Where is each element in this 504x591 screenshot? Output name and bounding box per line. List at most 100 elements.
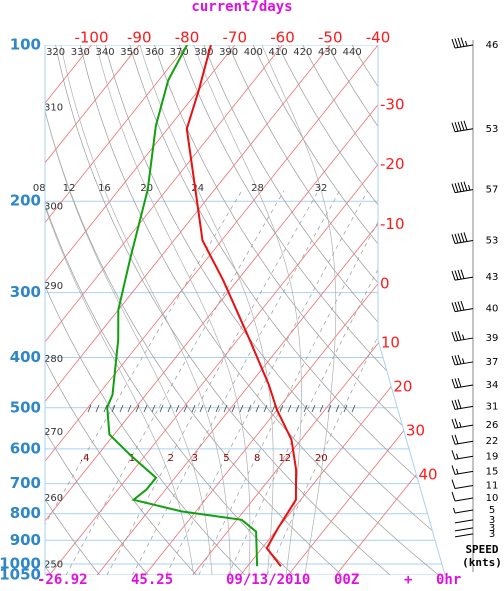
dry-adiabat-label: 290 xyxy=(44,281,63,292)
isotherm xyxy=(240,45,445,575)
wind-speed-label: 53 xyxy=(486,235,499,246)
barb-half xyxy=(462,334,465,340)
barb-half xyxy=(459,421,462,428)
moist-adiabat xyxy=(60,45,231,575)
barb-flag xyxy=(454,122,459,132)
wind-barb xyxy=(451,232,474,244)
wind-barb xyxy=(451,330,474,342)
wind-barb xyxy=(451,491,474,502)
hatch xyxy=(311,404,316,413)
wind-speed-label: 39 xyxy=(486,333,499,344)
isotherm-label: 40 xyxy=(418,466,437,484)
barb-flag xyxy=(451,183,456,193)
dry-adiabat-label: 430 xyxy=(318,47,337,58)
wind-barb xyxy=(451,120,474,133)
isotherm-label: -60 xyxy=(270,29,295,47)
isotherm-label: -90 xyxy=(127,29,152,47)
hatch xyxy=(335,404,340,413)
hatch xyxy=(183,404,188,413)
barb-flag xyxy=(454,301,459,312)
moist-adiabat-label: 20 xyxy=(140,183,153,194)
barb-flag xyxy=(460,121,465,131)
wind-speed-label: 34 xyxy=(486,380,499,391)
barb-flag xyxy=(454,183,459,193)
isotherm-label: -80 xyxy=(175,29,200,47)
hatch xyxy=(343,404,348,413)
footer-lat: -26.92 xyxy=(37,572,88,588)
isotherm xyxy=(45,45,236,575)
barb-flag xyxy=(451,479,456,489)
wind-barb xyxy=(453,507,474,514)
wind-barb xyxy=(451,399,474,410)
hatch xyxy=(127,404,132,413)
pressure-label: 600 xyxy=(10,439,41,457)
hatch xyxy=(103,404,108,413)
dry-adiabat-label: 440 xyxy=(343,47,362,58)
hatch xyxy=(111,404,116,413)
dry-adiabat-label: 330 xyxy=(71,47,90,58)
hatch xyxy=(223,404,228,413)
pressure-label: 1000 xyxy=(0,555,41,573)
hatch xyxy=(239,404,244,413)
barb-flag xyxy=(457,233,462,243)
dry-adiabat xyxy=(79,45,439,575)
moist-adiabat xyxy=(96,45,251,575)
barb-flag xyxy=(460,182,465,192)
dry-adiabat xyxy=(45,45,197,575)
pressure-label: 800 xyxy=(10,504,41,522)
hatch xyxy=(351,404,356,413)
mixing-ratio-label: 2 xyxy=(168,453,174,464)
pressure-label: 1050 xyxy=(0,566,41,584)
dry-adiabat xyxy=(178,45,445,575)
hatch xyxy=(295,404,300,413)
dry-adiabat xyxy=(45,45,294,575)
isotherm xyxy=(45,45,140,575)
isotherm-label: -30 xyxy=(380,96,405,114)
dry-adiabat xyxy=(104,45,445,575)
barb-half xyxy=(453,507,456,514)
footer-forecast: 0hr xyxy=(436,572,461,588)
dry-adiabat-label: 380 xyxy=(194,47,213,58)
wind-speed-label: 40 xyxy=(486,304,499,315)
isotherm xyxy=(335,45,445,575)
barb-flag xyxy=(451,491,456,502)
wind-barb xyxy=(454,533,474,538)
wind-barb xyxy=(451,434,474,445)
pressure-label: 500 xyxy=(10,398,41,416)
isotherm-label: -10 xyxy=(380,215,405,233)
wind-speed-label: 5 xyxy=(489,505,495,516)
barb-flag xyxy=(451,38,456,49)
moist-adiabat-label: 32 xyxy=(315,183,328,194)
wind-speed-label: 3 xyxy=(489,529,495,540)
barb-flag xyxy=(454,378,459,388)
dry-adiabat-label: 250 xyxy=(44,559,63,570)
barb-flag xyxy=(451,302,456,312)
barb-flag xyxy=(454,434,459,444)
barb-staff xyxy=(454,533,474,538)
mixing-ratio-line xyxy=(132,190,340,575)
mixing-ratio-label: 8 xyxy=(254,453,260,464)
moist-adiabat xyxy=(45,45,194,575)
pressure-label: 200 xyxy=(10,192,41,210)
hatch xyxy=(263,404,268,413)
mixing-ratio-label: 5 xyxy=(223,453,229,464)
wind-barb xyxy=(451,450,474,460)
hatch xyxy=(175,404,180,413)
wind-speed-label: 26 xyxy=(486,420,499,431)
hatch xyxy=(135,404,140,413)
isotherm-label: -100 xyxy=(74,29,108,47)
barb-flag xyxy=(457,301,462,311)
barb-flag xyxy=(454,418,459,428)
mixing-ratio-line xyxy=(65,190,285,575)
profiles xyxy=(106,45,298,567)
hatch xyxy=(95,404,100,413)
wind-speed-label: 43 xyxy=(486,272,499,283)
wind-barb xyxy=(451,181,474,194)
pressure-label: 700 xyxy=(10,474,41,492)
barb-flag xyxy=(457,377,462,388)
hatch xyxy=(191,404,196,413)
pressure-label: 400 xyxy=(10,348,41,366)
isotherm xyxy=(45,45,283,575)
